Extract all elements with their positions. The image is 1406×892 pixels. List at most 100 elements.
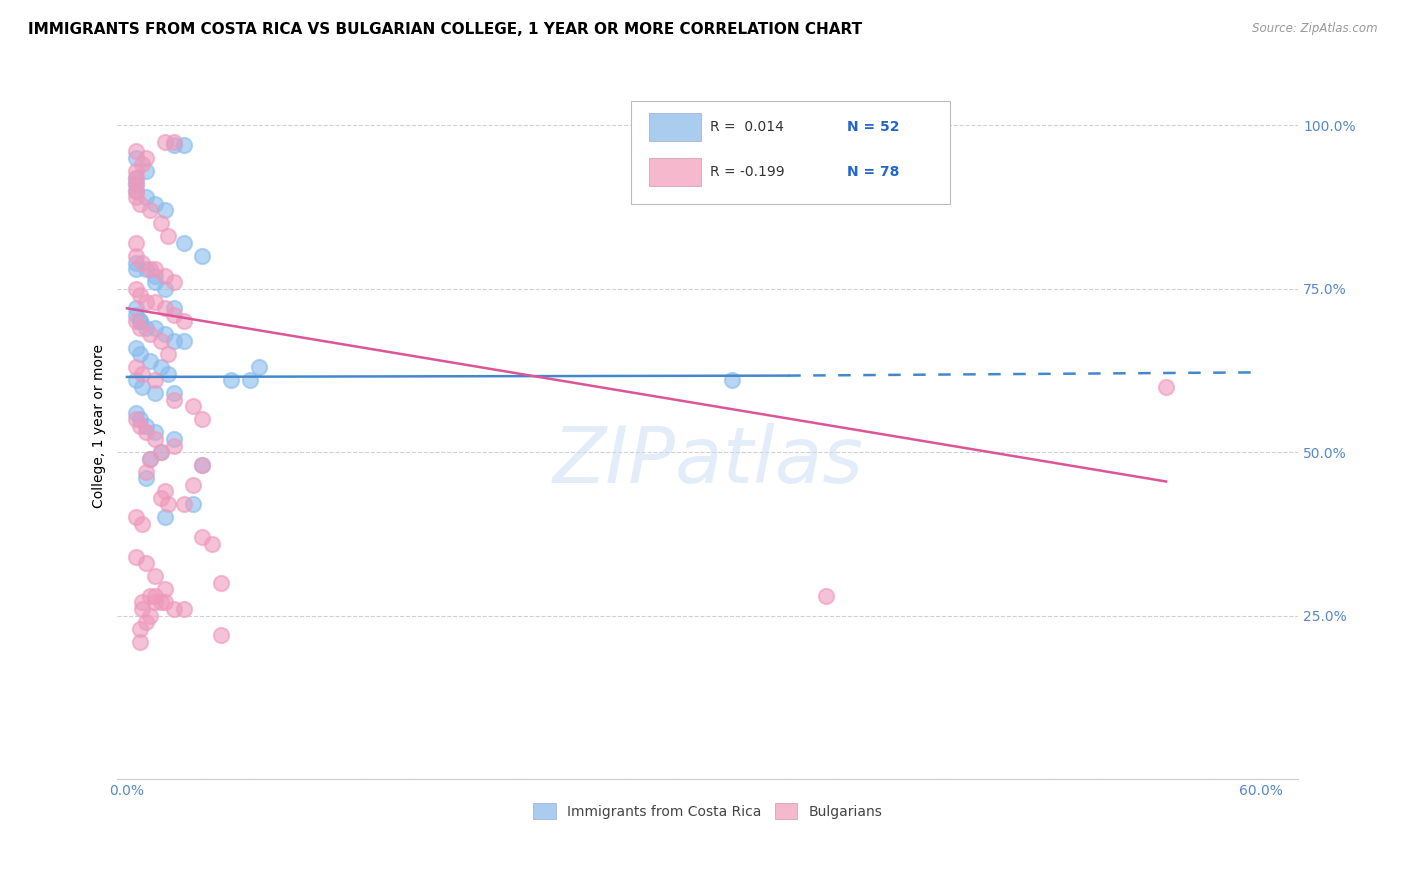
Point [138,203,160,218]
Point [149,491,172,505]
Point [125,190,148,204]
Point [135,471,157,485]
Point [131,602,153,616]
Point [125,308,148,322]
Point [149,445,172,459]
Point [143,432,166,446]
Point [129,622,152,636]
Point [163,392,186,407]
Point [157,229,180,244]
Point [125,177,148,191]
Point [125,412,148,426]
Point [1154,380,1177,394]
Point [135,419,157,434]
Point [153,595,176,609]
Point [191,458,214,472]
Point [129,196,152,211]
Point [163,439,186,453]
Point [129,321,152,335]
Point [143,275,166,289]
Point [143,386,166,401]
Legend: Immigrants from Costa Rica, Bulgarians: Immigrants from Costa Rica, Bulgarians [527,797,887,825]
Point [125,262,148,277]
Point [138,353,160,368]
Point [125,177,148,191]
Point [131,157,153,171]
Point [135,151,157,165]
Point [163,308,186,322]
Point [125,373,148,387]
Point [129,634,152,648]
Point [125,360,148,375]
Point [125,170,148,185]
Point [135,321,157,335]
Y-axis label: College, 1 year or more: College, 1 year or more [93,344,107,508]
Point [157,497,180,511]
Point [129,314,152,328]
Point [191,249,214,263]
Point [239,373,262,387]
Point [163,301,186,316]
FancyBboxPatch shape [631,101,950,203]
Point [163,386,186,401]
Point [153,301,176,316]
Point [138,451,160,466]
Point [125,249,148,263]
Point [149,360,172,375]
Point [191,412,214,426]
Point [135,262,157,277]
Point [153,484,176,499]
Point [143,595,166,609]
Text: R =  0.014: R = 0.014 [710,120,785,135]
Point [125,184,148,198]
Text: N = 52: N = 52 [848,120,900,135]
Point [153,582,176,597]
Point [131,255,153,269]
Point [125,170,148,185]
Point [131,595,153,609]
Point [135,164,157,178]
Point [125,255,148,269]
Point [143,425,166,440]
Point [163,137,186,152]
Point [135,190,157,204]
Point [173,334,195,348]
Point [153,327,176,342]
Point [173,235,195,250]
Point [125,184,148,198]
Point [125,151,148,165]
Point [173,314,195,328]
Point [173,137,195,152]
Point [247,360,270,375]
Text: R = -0.199: R = -0.199 [710,165,785,178]
Point [157,367,180,381]
Point [149,334,172,348]
Point [149,595,172,609]
Point [163,275,186,289]
Point [129,347,152,361]
Point [138,589,160,603]
Point [153,135,176,149]
Point [138,608,160,623]
Point [135,465,157,479]
Point [143,262,166,277]
Text: Source: ZipAtlas.com: Source: ZipAtlas.com [1253,22,1378,36]
Point [191,530,214,544]
Point [153,268,176,283]
Point [143,321,166,335]
Point [125,510,148,524]
FancyBboxPatch shape [648,158,700,186]
Point [125,301,148,316]
Point [143,589,166,603]
Point [720,373,742,387]
Point [129,419,152,434]
Text: IMMIGRANTS FROM COSTA RICA VS BULGARIAN COLLEGE, 1 YEAR OR MORE CORRELATION CHAR: IMMIGRANTS FROM COSTA RICA VS BULGARIAN … [28,22,862,37]
Point [125,314,148,328]
Point [125,164,148,178]
Point [157,347,180,361]
Point [125,282,148,296]
Point [219,373,242,387]
Point [153,510,176,524]
Text: N = 78: N = 78 [848,165,900,178]
Point [209,628,232,642]
